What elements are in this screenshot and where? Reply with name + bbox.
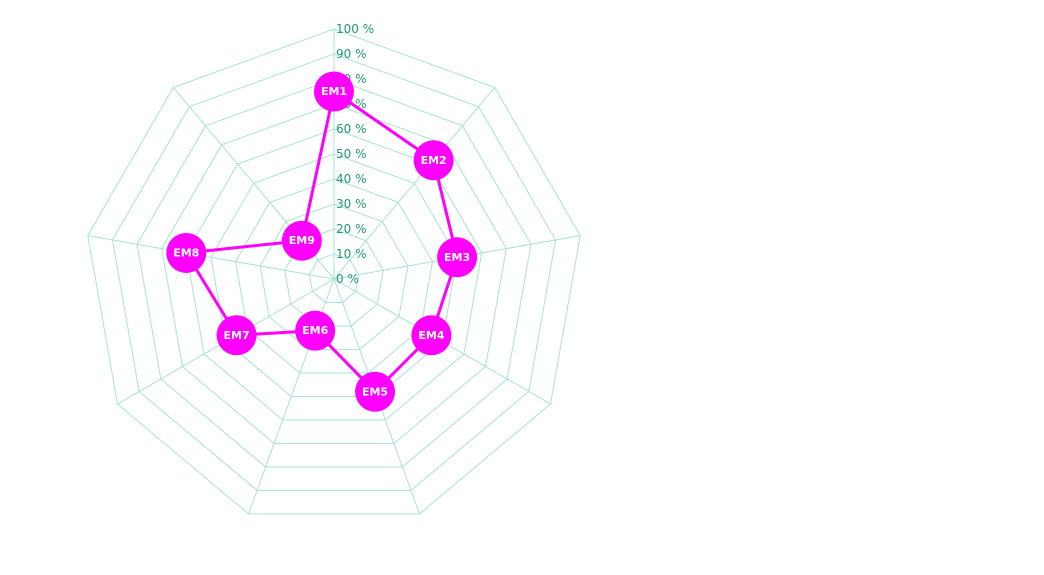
grid-ring [111,53,557,491]
series-layer [184,90,459,394]
data-point: EM5 [355,371,396,412]
point-label: EM9 [289,234,315,247]
point-marker [437,237,478,278]
radial-tick-label: 0 % [336,272,359,286]
radial-tick-label: 100 % [336,22,374,36]
point-label: EM8 [173,246,199,259]
data-point: EM7 [216,315,257,356]
data-points: EM1 EM2 EM3 EM4 EM5 EM6 EM7 EM8 EM9 [166,71,478,412]
point-marker [411,315,452,356]
radial-tick-label: 10 % [336,247,367,261]
data-point: EM2 [413,140,454,181]
point-label: EM4 [418,329,444,342]
grid-ring [210,153,458,397]
radial-tick-label: 40 % [336,172,367,186]
point-marker [355,371,396,412]
radial-tick-label: 90 % [336,47,367,61]
point-marker [413,140,454,181]
data-point: EM4 [411,315,452,356]
grid-ring [234,178,434,374]
grid-ring [185,128,483,421]
point-marker [216,315,257,356]
grid-ring [161,103,507,444]
grid-spoke [333,87,496,280]
point-marker [166,232,207,273]
radial-tick-label: 60 % [336,122,367,136]
radial-tick-label: 50 % [336,147,367,161]
data-point: EM8 [166,232,207,273]
point-marker [281,220,322,261]
point-label: EM7 [224,329,250,342]
point-marker [295,310,336,351]
grid-ring [87,28,581,515]
point-marker [314,71,354,112]
data-point: EM6 [295,310,336,351]
grid-ring [308,253,360,303]
point-label: EM6 [302,324,328,337]
series-line [184,90,459,394]
data-point: EM3 [437,237,478,278]
point-label: EM3 [444,251,470,264]
data-point: EM9 [281,220,322,261]
radial-tick-label: 20 % [336,222,367,236]
grid-spoke [87,235,335,280]
radial-tick-label: 30 % [336,197,367,211]
point-label: EM5 [362,385,388,398]
grid-ring [136,78,532,468]
point-label: EM2 [421,154,447,167]
data-point: EM1 [314,71,354,112]
point-label: EM1 [321,85,347,98]
